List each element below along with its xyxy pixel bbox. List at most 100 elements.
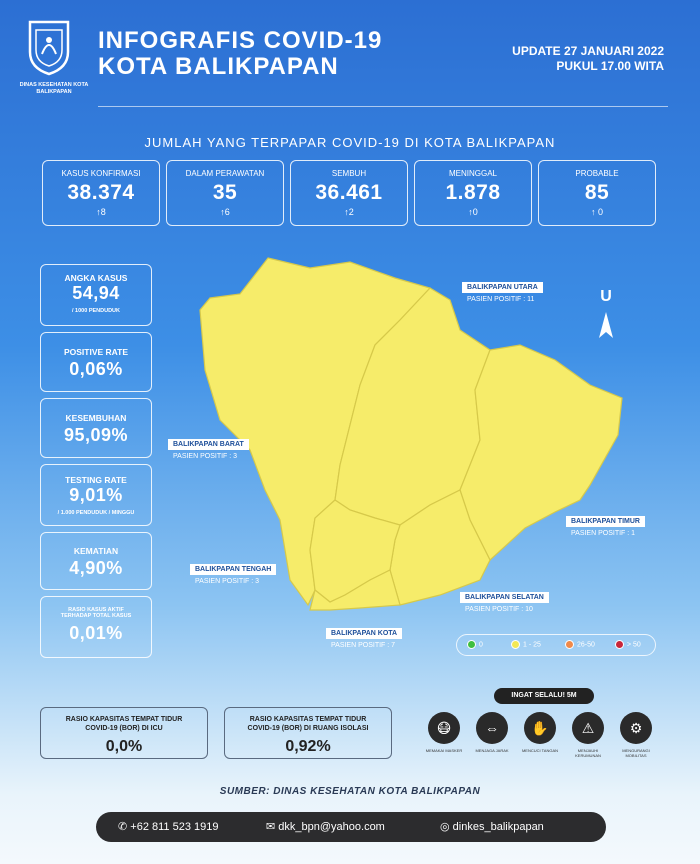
divider [98,106,668,107]
instagram-icon: ◎ [440,821,450,833]
m5-caption: MENJAGA JARAK [475,748,509,753]
district-positive: PASIEN POSITIF : 7 [331,642,396,649]
bor-isolasi-box: RASIO KAPASITAS TEMPAT TIDUR COVID-19 (B… [224,707,392,759]
district-timur [459,344,623,561]
district-positive: PASIEN POSITIF : 3 [195,578,260,585]
side-angka-kasus: ANGKA KASUS 54,94 / 1000 PENDUDUK [40,264,152,326]
label-balikpapan-utara: BALIKPAPAN UTARA PASIEN POSITIF : 11 [462,276,543,303]
label-balikpapan-selatan: BALIKPAPAN SELATAN PASIEN POSITIF : 10 [460,586,549,613]
stat-delta: ↑ 0 [590,207,603,217]
legend-item: 26-50 [565,640,595,649]
bor-value: 0,0% [105,738,143,755]
side-label-1: RASIO KASUS AKTIF [68,607,124,613]
page-title: INFOGRAFIS COVID-19 KOTA BALIKPAPAN [98,28,382,80]
side-label: ANGKA KASUS [64,273,128,283]
stat-kasus-konfirmasi: KASUS KONFIRMASI 38.374 ↑8 [42,160,160,226]
side-value: 0,06% [69,359,123,379]
email-icon: ✉ [266,821,276,833]
stat-label: DALAM PERAWATAN [185,169,265,178]
side-rasio-kasus-aktif: RASIO KASUS AKTIF TERHADAP TOTAL KASUS 0… [40,596,152,658]
bor-label: RASIO KAPASITAS TEMPAT TIDUR COVID-19 (B… [41,715,207,733]
legend-item: 1 - 25 [511,640,541,649]
label-balikpapan-kota: BALIKPAPAN KOTA PASIEN POSITIF : 7 [326,622,403,649]
stat-value: 1.878 [445,181,501,204]
update-info: UPDATE 27 JANUARI 2022 PUKUL 17.00 WITA [512,44,664,74]
source-note: SUMBER: DINAS KESEHATAN KOTA BALIKPAPAN [219,786,481,797]
bor-label-2: COVID-19 (BOR) DI ICU [85,725,163,732]
bor-label-2: COVID-19 (BOR) DI RUANG ISOLASI [247,725,369,732]
side-label: TESTING RATE [65,475,127,485]
phone-text: +62 811 523 1919 [130,821,219,833]
side-value: 54,94 [72,283,120,303]
mobility-icon: ⚙ [620,712,652,744]
side-label: KEMATIAN [73,546,119,556]
city-emblem-icon [28,20,70,76]
side-value: 95,09% [63,425,129,445]
side-value: 4,90% [69,558,123,578]
north-compass: U [596,288,616,343]
update-time: PUKUL 17.00 WITA [556,59,664,73]
m5-caption: MEMAKAI MASKER [425,748,463,753]
update-date: UPDATE 27 JANUARI 2022 [512,44,664,58]
district-kota [309,569,401,611]
bor-label-1: RASIO KAPASITAS TEMPAT TIDUR [65,716,183,723]
district-name: BALIKPAPAN TENGAH [190,564,277,575]
crowd-icon: ⚠ [572,712,604,744]
stat-value: 36.461 [315,181,383,204]
stat-value: 85 [584,181,610,204]
handwash-icon: ✋ [524,712,556,744]
district-name: BALIKPAPAN BARAT [168,439,249,450]
legend-dot-red [615,640,624,649]
stat-label: SEMBUH [331,169,367,178]
side-label: POSITIVE RATE [63,347,129,357]
m5-caption: MENGURANGI MOBILITAS [622,748,650,758]
stat-meninggal: MENINGGAL 1.878 ↑0 [414,160,532,226]
contact-bar: ✆ +62 811 523 1919 ✉ dkk_bpn@yahoo.com ◎… [96,812,606,842]
district-positive: PASIEN POSITIF : 11 [467,296,535,303]
compass-letter: U [600,288,612,305]
legend-label: 1 - 25 [523,641,541,649]
contact-phone[interactable]: ✆ +62 811 523 1919 [118,820,218,833]
legend-dot-orange [565,640,574,649]
legend-item: > 50 [615,640,641,649]
phone-icon: ✆ [118,821,128,833]
side-label-2: TERHADAP TOTAL KASUS [60,613,132,619]
instagram-text: dinkes_balikpapan [452,821,544,833]
section-subtitle: JUMLAH YANG TERPAPAR COVID-19 DI KOTA BA… [144,135,556,150]
map-legend: 0 1 - 25 26-50 > 50 [456,634,656,656]
contact-instagram[interactable]: ◎ dinkes_balikpapan [440,820,544,833]
label-balikpapan-timur: BALIKPAPAN TIMUR PASIEN POSITIF : 1 [566,510,645,537]
side-testing-rate: TESTING RATE 9,01% / 1.000 PENDUDUK / MI… [40,464,152,526]
mask-icon: 😷 [428,712,460,744]
legend-label: 0 [479,641,483,649]
north-arrow-icon [599,312,613,338]
m5-caption: MENCUCI TANGAN [521,748,559,753]
side-positive-rate: POSITIVE RATE 0,06% [40,332,152,392]
stat-delta: ↑0 [468,207,478,217]
district-name: BALIKPAPAN SELATAN [460,592,549,603]
stat-delta: ↑2 [344,207,354,217]
bor-label: RASIO KAPASITAS TEMPAT TIDUR COVID-19 (B… [225,715,391,733]
stat-dalam-perawatan: DALAM PERAWATAN 35 ↑6 [166,160,284,226]
label-balikpapan-tengah: BALIKPAPAN TENGAH PASIEN POSITIF : 3 [190,558,277,585]
side-kesembuhan: KESEMBUHAN 95,09% [40,398,152,458]
stat-delta: ↑6 [220,207,230,217]
label-balikpapan-barat: BALIKPAPAN BARAT PASIEN POSITIF : 3 [168,433,249,460]
stat-label: MENINGGAL [448,169,497,178]
stat-delta: ↑8 [96,207,106,217]
contact-email[interactable]: ✉ dkk_bpn@yahoo.com [266,820,385,833]
legend-dot-yellow [511,640,520,649]
district-map [199,257,623,611]
district-name: BALIKPAPAN KOTA [326,628,403,639]
side-value: 9,01% [69,485,123,505]
side-value: 0,01% [69,623,123,643]
bor-value: 0,92% [285,738,331,755]
bor-label-1: RASIO KAPASITAS TEMPAT TIDUR [249,716,367,723]
side-note: / 1000 PENDUDUK [72,308,120,314]
ingat-5m-banner: INGAT SELALU! 5M [494,688,594,704]
org-name: DINAS KESEHATAN KOTA BALIKPAPAN [19,82,89,95]
stat-sembuh: SEMBUH 36.461 ↑2 [290,160,408,226]
district-positive: PASIEN POSITIF : 3 [173,453,238,460]
stat-label: KASUS KONFIRMASI [61,169,141,178]
side-label: KESEMBUHAN [65,413,127,423]
